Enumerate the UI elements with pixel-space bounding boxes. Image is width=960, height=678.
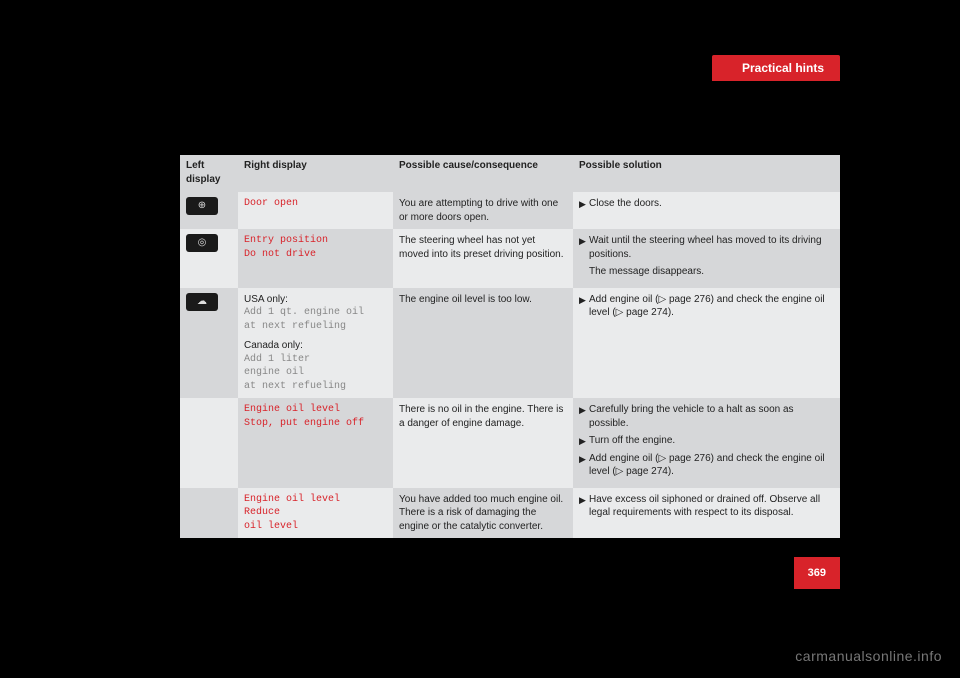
cause-cell: The steering wheel has not yet moved int… <box>393 229 573 288</box>
table-row: Engine oil level Reduce oil level You ha… <box>180 488 840 539</box>
steering-icon: ◎ <box>186 234 218 252</box>
header-cause: Possible cause/consequence <box>393 155 573 192</box>
solution-text: Wait until the steering wheel has moved … <box>589 234 834 261</box>
display-line: oil level <box>244 520 387 534</box>
display-line: Door open <box>244 197 387 211</box>
display-line: Add 1 qt. engine oil <box>244 306 387 320</box>
solution-item: ▶ Wait until the steering wheel has move… <box>579 234 834 261</box>
cause-cell: There is no oil in the engine. There is … <box>393 398 573 488</box>
solution-text: Turn off the engine. <box>589 434 834 448</box>
display-line: Canada only: <box>244 339 387 353</box>
table-row: ⊕ Door open You are attempting to drive … <box>180 192 840 229</box>
bullet-arrow-icon: ▶ <box>579 197 589 210</box>
display-line: Add 1 liter <box>244 353 387 367</box>
bullet-arrow-icon: ▶ <box>579 452 589 465</box>
solution-item: ▶ Close the doors. <box>579 197 834 211</box>
solution-item: ▶ Turn off the engine. <box>579 434 834 448</box>
right-display-cell: Door open <box>238 192 393 229</box>
icon-cell: ◎ <box>180 229 238 288</box>
right-display-cell: USA only: Add 1 qt. engine oil at next r… <box>238 288 393 399</box>
solution-cell: ▶ Close the doors. <box>573 192 840 229</box>
oil-icon: ☁ <box>186 293 218 311</box>
display-line: USA only: <box>244 293 387 307</box>
bullet-arrow-icon: ▶ <box>579 493 589 506</box>
icon-cell: ☁ <box>180 288 238 399</box>
right-display-cell: Entry position Do not drive <box>238 229 393 288</box>
display-line: Engine oil level <box>244 403 387 417</box>
display-line: Engine oil level <box>244 493 387 507</box>
solution-text: Carefully bring the vehicle to a halt as… <box>589 403 834 430</box>
right-display-cell: Engine oil level Reduce oil level <box>238 488 393 539</box>
section-header-tab: Practical hints <box>712 55 840 81</box>
cause-cell: You have added too much engine oil. Ther… <box>393 488 573 539</box>
solution-cell: ▶ Have excess oil siphoned or drained of… <box>573 488 840 539</box>
right-display-cell: Engine oil level Stop, put engine off <box>238 398 393 488</box>
watermark: carmanualsonline.info <box>795 648 942 664</box>
cause-cell: The engine oil level is too low. <box>393 288 573 399</box>
table-row: ☁ USA only: Add 1 qt. engine oil at next… <box>180 288 840 399</box>
display-line: at next refueling <box>244 320 387 334</box>
solution-text: Have excess oil siphoned or drained off.… <box>589 493 834 520</box>
solution-text: Close the doors. <box>589 197 834 211</box>
table-row: ◎ Entry position Do not drive The steeri… <box>180 229 840 288</box>
header-solution: Possible solution <box>573 155 840 192</box>
bullet-arrow-icon: ▶ <box>579 293 589 306</box>
solution-cell: ▶ Carefully bring the vehicle to a halt … <box>573 398 840 488</box>
page-number: 369 <box>808 567 826 579</box>
page-number-tab: 369 <box>794 557 840 589</box>
display-line: Do not drive <box>244 248 387 262</box>
display-line: Reduce <box>244 506 387 520</box>
solution-text: Add engine oil (▷ page 276) and check th… <box>589 452 834 479</box>
solution-item: The message disappears. <box>579 265 834 279</box>
icon-cell <box>180 488 238 539</box>
bullet-arrow-icon: ▶ <box>579 234 589 247</box>
display-line: engine oil <box>244 366 387 380</box>
solution-item: ▶ Have excess oil siphoned or drained of… <box>579 493 834 520</box>
header-left-display: Left display <box>180 155 238 192</box>
page-content: Left display Right display Possible caus… <box>180 155 840 538</box>
table-row: Engine oil level Stop, put engine off Th… <box>180 398 840 488</box>
section-title: Practical hints <box>742 61 824 75</box>
solution-text: Add engine oil (▷ page 276) and check th… <box>589 293 834 320</box>
warning-table: Left display Right display Possible caus… <box>180 155 840 538</box>
solution-cell: ▶ Wait until the steering wheel has move… <box>573 229 840 288</box>
door-icon: ⊕ <box>186 197 218 215</box>
solution-item: ▶ Add engine oil (▷ page 276) and check … <box>579 452 834 479</box>
bullet-arrow-icon: ▶ <box>579 434 589 447</box>
solution-cell: ▶ Add engine oil (▷ page 276) and check … <box>573 288 840 399</box>
icon-cell <box>180 398 238 488</box>
solution-item: ▶ Carefully bring the vehicle to a halt … <box>579 403 834 430</box>
solution-item: ▶ Add engine oil (▷ page 276) and check … <box>579 293 834 320</box>
display-line: Stop, put engine off <box>244 417 387 431</box>
icon-cell: ⊕ <box>180 192 238 229</box>
display-line: Entry position <box>244 234 387 248</box>
cause-cell: You are attempting to drive with one or … <box>393 192 573 229</box>
table-header-row: Left display Right display Possible caus… <box>180 155 840 192</box>
display-line: at next refueling <box>244 380 387 394</box>
header-right-display: Right display <box>238 155 393 192</box>
bullet-arrow-icon: ▶ <box>579 403 589 416</box>
